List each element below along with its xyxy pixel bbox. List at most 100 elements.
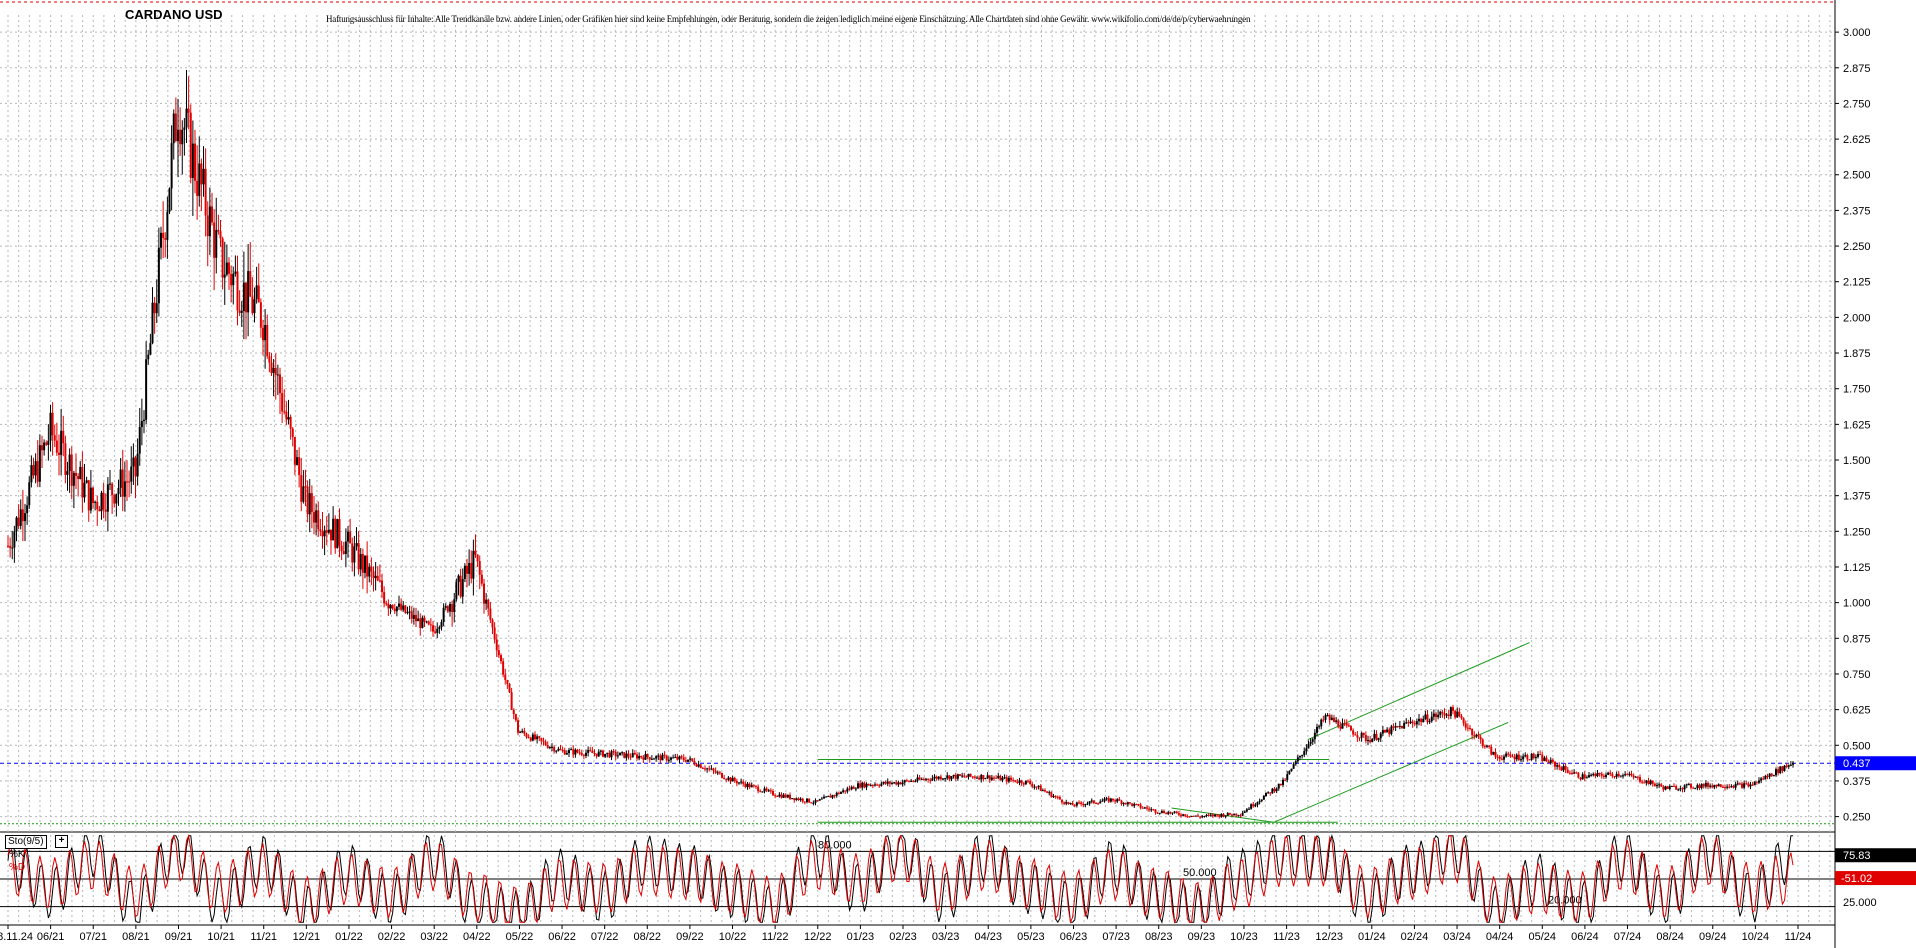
candle-body xyxy=(24,513,26,522)
candle-body xyxy=(1460,716,1463,719)
x-tick-label: 10/22 xyxy=(719,931,747,943)
candle-body xyxy=(769,790,772,792)
candle-body xyxy=(332,518,335,541)
candle-body xyxy=(891,782,893,784)
candle-body xyxy=(319,529,322,532)
candle-body xyxy=(1685,784,1688,786)
candle-body xyxy=(1704,783,1707,787)
x-tick-label: 09/24 xyxy=(1699,931,1727,943)
candle-body xyxy=(901,782,904,785)
candle-body xyxy=(134,457,137,477)
candle-body xyxy=(259,302,262,328)
candle-body xyxy=(1050,792,1053,798)
candle-body xyxy=(1214,814,1216,817)
candle-body xyxy=(965,776,968,778)
candle-body xyxy=(640,755,643,758)
candle-body xyxy=(1660,784,1663,787)
candle-body xyxy=(181,129,184,145)
last-price-box xyxy=(1835,756,1916,771)
candle-body xyxy=(483,583,485,604)
candle-body xyxy=(971,776,974,778)
candle-body xyxy=(1143,807,1146,809)
candle-body xyxy=(43,442,46,451)
candle-body xyxy=(45,442,48,445)
candle-body xyxy=(1532,753,1535,759)
candle-body xyxy=(546,745,549,748)
candle-body xyxy=(1583,774,1586,779)
candle-body xyxy=(208,206,211,237)
candle-body xyxy=(1415,721,1418,725)
candle-body xyxy=(1692,787,1695,789)
candle-body xyxy=(1430,716,1433,722)
candle-body xyxy=(466,565,468,574)
candle-body xyxy=(1262,796,1265,800)
x-tick-label: 03/22 xyxy=(420,931,448,943)
candle-body xyxy=(497,650,500,656)
candle-body xyxy=(840,792,842,794)
stochastic-settings-button[interactable]: + xyxy=(55,835,68,848)
candle-body xyxy=(627,753,630,757)
candle-body xyxy=(706,768,709,770)
candle-body xyxy=(1515,754,1518,760)
candle-body xyxy=(1437,714,1440,718)
candle-body xyxy=(463,565,466,580)
candle-body xyxy=(655,756,658,759)
candle-body xyxy=(179,129,182,145)
candle-body xyxy=(1605,774,1607,777)
candle-body xyxy=(174,113,177,142)
candle-body xyxy=(1777,769,1780,773)
candle-body xyxy=(344,541,347,555)
candle-body xyxy=(83,482,86,498)
candle-body xyxy=(523,730,526,734)
y-tick-label: 1.500 xyxy=(1843,455,1871,467)
stoch-level-label: 80.000 xyxy=(818,839,852,851)
candle-body xyxy=(194,143,196,181)
candle-body xyxy=(304,486,307,488)
candle-body xyxy=(1524,755,1527,757)
x-tick-label: 07/22 xyxy=(591,931,619,943)
candle-body xyxy=(140,421,143,428)
candle-body xyxy=(1741,783,1743,788)
candle-body xyxy=(104,509,107,512)
candle-body xyxy=(1311,739,1314,742)
candle-body xyxy=(578,752,581,754)
candle-body xyxy=(1611,773,1614,777)
candle-body xyxy=(1598,773,1601,775)
candle-body xyxy=(113,494,116,504)
x-tick-label: 04/22 xyxy=(463,931,491,943)
candle-body xyxy=(1664,786,1667,790)
candle-body xyxy=(1585,777,1588,779)
candle-body xyxy=(667,759,670,761)
candle-body xyxy=(1709,785,1712,787)
candle-body xyxy=(1636,776,1639,778)
stochastic-label[interactable]: Sto(9/5) xyxy=(5,835,47,849)
candle-body xyxy=(1048,792,1051,794)
candle-body xyxy=(100,492,103,512)
candle-body xyxy=(831,795,834,798)
candle-body xyxy=(1226,812,1229,816)
candle-body xyxy=(268,356,271,363)
candle-body xyxy=(1409,721,1412,723)
candle-body xyxy=(874,784,876,786)
candle-body xyxy=(1375,733,1378,740)
candle-body xyxy=(1511,756,1514,758)
candle-body xyxy=(459,575,462,597)
candle-body xyxy=(1700,784,1703,789)
candle-body xyxy=(1483,746,1486,748)
candle-body xyxy=(780,794,783,798)
candle-body xyxy=(342,551,345,555)
candle-body xyxy=(1466,727,1469,729)
candle-body xyxy=(1764,775,1767,780)
candle-body xyxy=(922,778,925,780)
candle-body xyxy=(755,785,757,787)
candle-body xyxy=(1545,757,1548,762)
candle-body xyxy=(784,794,787,798)
candle-body xyxy=(427,621,430,625)
candle-layer xyxy=(7,70,1794,819)
y-tick-label: 1.625 xyxy=(1843,419,1871,431)
candle-body xyxy=(1401,725,1403,729)
candle-body xyxy=(77,475,80,479)
candle-body xyxy=(931,778,934,781)
candle-body xyxy=(157,247,160,304)
candle-body xyxy=(1039,785,1042,791)
